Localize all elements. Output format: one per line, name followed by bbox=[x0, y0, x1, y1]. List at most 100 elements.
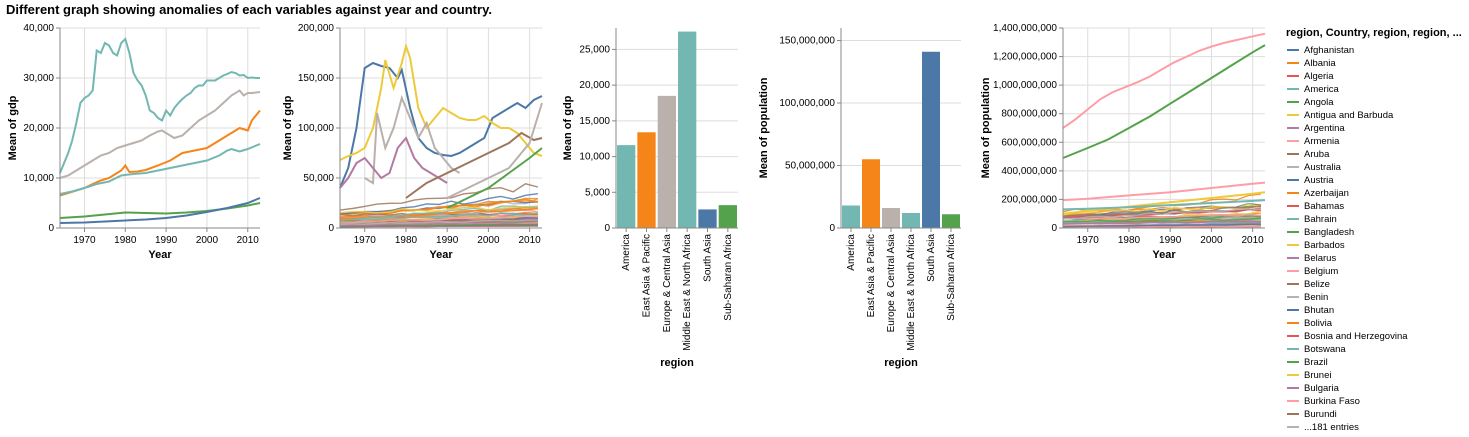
series-line bbox=[1062, 191, 1266, 215]
legend-entry-label: Belgium bbox=[1304, 266, 1338, 277]
y-axis-title: Mean of gdp bbox=[562, 95, 574, 160]
bar-sub-saharan-africa bbox=[718, 205, 737, 228]
bar-middle-east-north-africa bbox=[902, 213, 920, 228]
x-tick-label: 2000 bbox=[196, 235, 219, 246]
y-tick-label: 200,000 bbox=[298, 23, 335, 34]
series-line bbox=[446, 102, 543, 199]
bar-east-asia-pacific bbox=[637, 132, 656, 228]
legend-entry-label: Bhutan bbox=[1304, 305, 1334, 316]
y-tick-label: 0 bbox=[829, 223, 835, 234]
y-axis-title: Mean of gdp bbox=[282, 95, 294, 160]
y-tick-label: 5,000 bbox=[585, 187, 610, 198]
legend-entry-label: Bolivia bbox=[1304, 318, 1333, 329]
legend-entry-label: Bahamas bbox=[1304, 201, 1344, 212]
y-tick-label: 400,000,000 bbox=[1001, 166, 1057, 177]
y-tick-label: 1,200,000,000 bbox=[993, 52, 1057, 63]
x-tick-label: Sub-Saharan Africa bbox=[946, 234, 957, 321]
legend-entry-label: Belize bbox=[1304, 279, 1330, 290]
x-tick-label: 2000 bbox=[1200, 235, 1223, 246]
bar-south-asia bbox=[698, 209, 717, 228]
legend-entry-label: Bulgaria bbox=[1304, 383, 1340, 394]
x-tick-label: Sub-Saharan Africa bbox=[723, 234, 734, 321]
background-series-line bbox=[339, 183, 539, 211]
x-tick-label: 1980 bbox=[1118, 235, 1141, 246]
x-tick-label: 1990 bbox=[1159, 235, 1182, 246]
y-tick-label: 20,000 bbox=[23, 123, 54, 134]
x-tick-label: 1990 bbox=[155, 235, 178, 246]
background-series-line bbox=[339, 205, 538, 214]
y-tick-label: 100,000,000 bbox=[779, 98, 835, 109]
background-series-line bbox=[339, 220, 538, 227]
series-line bbox=[1062, 181, 1266, 202]
y-tick-label: 0 bbox=[48, 223, 54, 234]
background-series-line bbox=[1062, 208, 1261, 220]
y-tick-label: 40,000 bbox=[23, 23, 54, 34]
population-line-chart: 0 200,000,000 400,000,000 600,000,000 800,00… bbox=[980, 23, 1266, 261]
legend-entry-label: Burundi bbox=[1304, 409, 1337, 420]
legend-entry-label: Barbados bbox=[1304, 240, 1345, 251]
bar-europe-central-asia bbox=[657, 95, 676, 228]
y-tick-label: 200,000,000 bbox=[1001, 194, 1057, 205]
background-series-line bbox=[1062, 223, 1261, 228]
legend-entry-label: Azerbaijan bbox=[1304, 188, 1349, 199]
x-tick-label: Europe & Central Asia bbox=[662, 234, 673, 333]
y-tick-label: 10,000 bbox=[579, 152, 610, 163]
background-series-line bbox=[339, 219, 538, 225]
y-tick-label: 25,000 bbox=[579, 44, 610, 55]
x-tick-label: 2010 bbox=[519, 235, 542, 246]
gdp-by-country-line-chart: 0 50,000 100,000 150,000 200,000 1970 1980 1990… bbox=[282, 23, 543, 261]
legend-entry-label: Bahrain bbox=[1304, 214, 1337, 225]
y-axis-title: Mean of population bbox=[758, 77, 770, 178]
legend-entry-label: Australia bbox=[1304, 162, 1342, 173]
y-tick-label: 0 bbox=[1051, 223, 1057, 234]
y-tick-label: 15,000 bbox=[579, 116, 610, 127]
x-tick-label: 1970 bbox=[73, 235, 96, 246]
x-tick-label: 1970 bbox=[1077, 235, 1100, 246]
x-tick-label: 2010 bbox=[1242, 235, 1265, 246]
series-line bbox=[59, 37, 260, 174]
series-line bbox=[339, 136, 448, 189]
x-tick-label: 1990 bbox=[436, 235, 459, 246]
page-title: Different graph showing anomalies of eac… bbox=[6, 2, 492, 17]
legend-entry-label: Austria bbox=[1304, 175, 1334, 186]
x-tick-label: America bbox=[621, 234, 632, 271]
series-line bbox=[339, 42, 543, 161]
legend-entry-label: Argentina bbox=[1304, 123, 1345, 134]
legend-entry-label: Botswana bbox=[1304, 344, 1346, 355]
x-axis-title: Year bbox=[1152, 249, 1176, 261]
x-axis-title: Year bbox=[429, 249, 453, 261]
background-series-line bbox=[339, 205, 538, 222]
y-tick-label: 0 bbox=[328, 223, 334, 234]
y-tick-label: 800,000,000 bbox=[1001, 109, 1057, 120]
background-series-line bbox=[1062, 220, 1261, 225]
x-tick-label: 2000 bbox=[477, 235, 500, 246]
legend-entry-label: Benin bbox=[1304, 292, 1328, 303]
bar-east-asia-pacific bbox=[862, 159, 880, 228]
x-axis-title: Year bbox=[148, 249, 172, 261]
series-line bbox=[446, 147, 543, 209]
y-tick-label: 50,000,000 bbox=[785, 161, 835, 172]
x-tick-label: South Asia bbox=[926, 234, 937, 282]
bar-europe-central-asia bbox=[882, 208, 900, 228]
legend: region, Country, region, region, ... Afgh… bbox=[1286, 27, 1462, 433]
bar-south-asia bbox=[922, 51, 940, 228]
legend-entry-label: Albania bbox=[1304, 58, 1336, 69]
series-line bbox=[59, 109, 261, 197]
legend-entry-label: Antigua and Barbuda bbox=[1304, 110, 1394, 121]
background-series-line bbox=[1062, 214, 1261, 220]
y-tick-label: 0 bbox=[604, 223, 610, 234]
background-series-line bbox=[339, 215, 538, 224]
y-tick-label: 30,000 bbox=[23, 73, 54, 84]
legend-more-label: ...181 entries bbox=[1304, 422, 1359, 433]
bar-america bbox=[842, 205, 860, 228]
series-line bbox=[405, 131, 543, 199]
x-axis-title: region bbox=[660, 357, 694, 369]
gdp-by-region-bar-chart: 0 5,000 10,000 15,000 20,000 25,000 America Eas… bbox=[562, 28, 738, 369]
legend-entry-label: Bangladesh bbox=[1304, 227, 1354, 238]
population-by-region-bar-chart: 0 50,000,000 100,000,000 150,000,000 America… bbox=[758, 28, 961, 369]
background-series-line bbox=[339, 212, 538, 222]
x-tick-label: East Asia & Pacific bbox=[866, 234, 877, 317]
series-line bbox=[339, 61, 543, 189]
y-tick-label: 150,000 bbox=[298, 73, 335, 84]
y-tick-label: 20,000 bbox=[579, 80, 610, 91]
